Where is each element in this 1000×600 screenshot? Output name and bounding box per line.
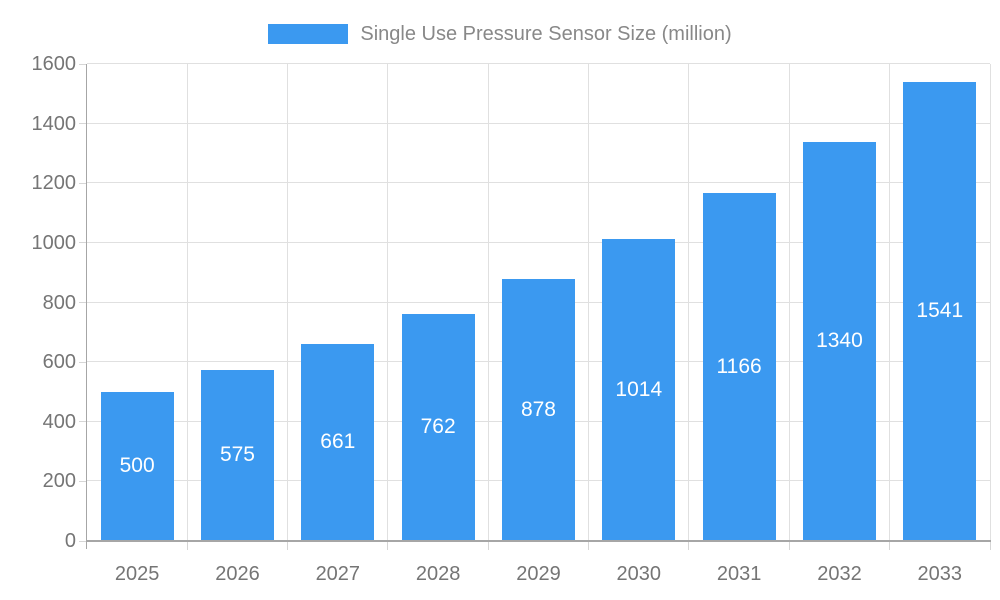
bar-value-label: 1166 [716,355,762,379]
x-axis-label: 2033 [917,563,963,585]
bar-value-label: 762 [420,415,456,439]
y-axis-tick [79,361,87,363]
y-tick-layer [79,63,87,542]
bar-value-label: 500 [119,454,155,478]
bar-value-label: 661 [320,430,356,454]
category-column: 878 [488,64,588,541]
y-axis-label: 1200 [31,172,77,195]
gridline-vertical [186,64,188,541]
gridline-vertical [688,64,690,541]
x-axis-line [86,540,991,542]
y-axis-label: 1600 [31,53,77,75]
bar-value-label: 575 [219,443,255,467]
bar-value-label: 1340 [816,329,863,353]
gridline-horizontal [87,122,990,124]
bar-2030[interactable]: 1014 [602,238,676,541]
x-axis-tick [889,542,891,550]
x-axis-tick [487,542,489,550]
category-column: 575 [187,64,287,541]
legend-item[interactable]: Single Use Pressure Sensor Size (million… [268,21,732,47]
y-axis-tick [79,182,87,184]
x-axis-tick [688,542,690,550]
legend-swatch-icon [268,24,349,44]
bar-2031[interactable]: 1166 [702,193,776,541]
y-axis-tick [79,123,87,125]
category-column: 1166 [689,64,789,541]
x-axis-label: 2025 [114,563,160,585]
gridline-vertical [287,64,289,541]
x-axis-label: 2030 [616,563,662,585]
x-axis-labels: 2025 2026 2027 2028 2029 2030 2031 2032 2033 [87,556,990,592]
x-axis-label: 2032 [817,563,862,585]
x-axis-tick [287,542,289,550]
y-axis-label: 800 [42,291,76,314]
gridline-vertical [889,64,891,541]
x-axis-tick [186,542,188,550]
y-axis-labels: 0 200 400 600 800 1000 1200 1400 1600 [0,53,77,552]
y-axis-label: 600 [42,351,76,374]
y-axis-tick [79,242,87,244]
bar-2028[interactable]: 762 [401,313,475,541]
x-axis-label: 2028 [415,563,461,585]
gridline-vertical [989,64,991,541]
plot-area: 500 575 661 762 878 1014 1166 1340 1541 [87,63,991,541]
bar-2033[interactable]: 1541 [903,81,977,541]
category-column: 762 [388,64,488,541]
gridline-horizontal [87,63,990,64]
bar-2025[interactable]: 500 [100,391,174,541]
bar-2032[interactable]: 1340 [802,141,877,541]
category-column: 1014 [589,64,689,541]
category-column: 1541 [890,64,990,541]
x-tick-layer [87,542,991,551]
y-axis-label: 400 [42,410,76,433]
gridline-horizontal [87,182,990,184]
gridline-vertical [788,64,790,541]
x-axis-tick [788,542,790,550]
x-axis-tick [387,542,389,550]
bar-2026[interactable]: 575 [200,369,275,541]
plot-columns: 500 575 661 762 878 1014 1166 1340 1541 [87,64,990,541]
x-axis-label: 2027 [315,563,361,585]
gridline-vertical [487,64,489,541]
bar-value-label: 1014 [615,377,663,401]
y-axis-label: 0 [64,530,76,552]
x-axis-tick [989,542,991,550]
bar-2027[interactable]: 661 [301,343,375,541]
x-axis-label: 2026 [215,563,260,585]
y-axis-tick [79,540,87,542]
y-axis-label: 1400 [31,112,77,135]
bar-2029[interactable]: 878 [501,279,576,541]
bar-value-label: 1541 [916,299,964,323]
category-column: 1340 [789,64,889,541]
y-axis-label: 200 [42,470,76,493]
y-axis-tick [79,480,87,482]
y-axis-label: 1000 [31,231,77,254]
category-column: 661 [288,64,388,541]
x-axis-tick [588,542,590,550]
x-axis-label: 2031 [716,563,762,585]
bar-value-label: 878 [520,398,556,422]
y-axis-tick [79,421,87,423]
y-axis-tick [79,302,87,303]
gridline-vertical [387,64,389,541]
legend: Single Use Pressure Sensor Size (million… [0,21,1000,47]
gridline-vertical [588,64,590,541]
y-axis-line [86,64,87,549]
category-column: 500 [87,64,187,541]
gridline-horizontal [87,241,990,243]
y-axis-tick [79,63,87,65]
legend-label: Single Use Pressure Sensor Size (million… [360,23,732,45]
x-axis-label: 2029 [516,563,561,585]
